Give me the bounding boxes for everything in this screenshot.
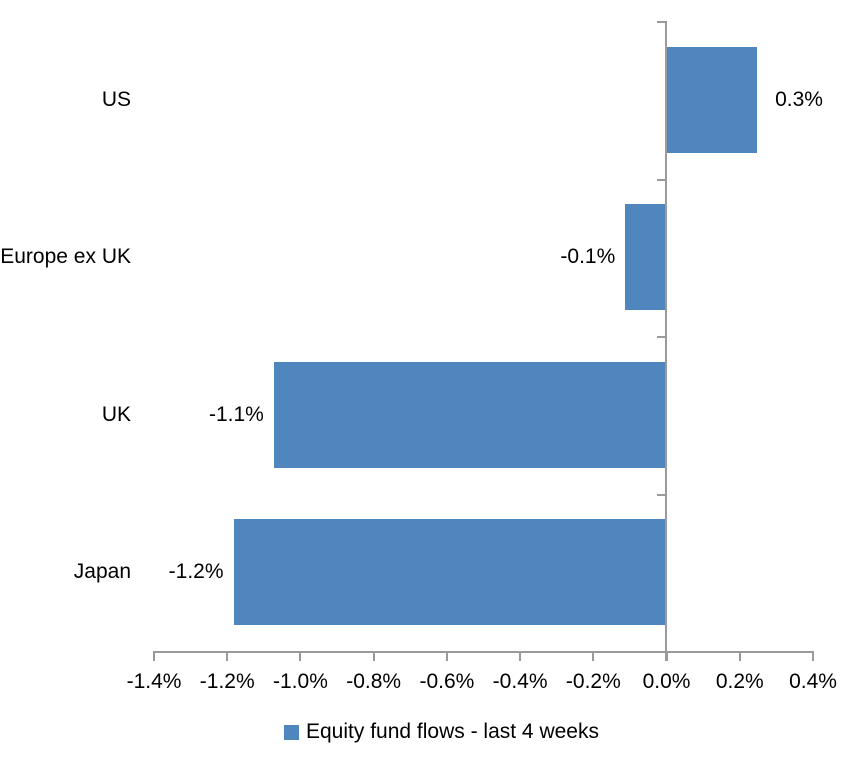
category-label-europe-ex-uk: Europe ex UK — [0, 245, 131, 269]
value-label-europe-ex-uk: -0.1% — [560, 245, 616, 269]
x-axis-tick-label: -1.4% — [126, 670, 182, 693]
category-label-uk: UK — [101, 402, 131, 426]
x-axis-tick-label: 0.4% — [789, 670, 837, 693]
legend-color-swatch — [284, 724, 299, 740]
x-axis-tick-mark — [519, 653, 521, 661]
bar-uk — [273, 361, 666, 468]
x-axis-tick-label: -1.2% — [199, 670, 255, 693]
x-axis-tick-label: 0.2% — [715, 670, 764, 693]
x-axis-tick-mark — [153, 653, 155, 661]
category-axis-tick-mark — [657, 494, 665, 496]
bar-us — [665, 46, 758, 153]
x-axis-tick-label: -1.0% — [273, 670, 328, 693]
legend-label: Equity fund flows - last 4 weeks — [306, 720, 599, 743]
category-label-japan: Japan — [73, 560, 131, 584]
x-axis-tick-label: -0.2% — [565, 670, 621, 693]
x-axis-tick-mark — [446, 653, 448, 661]
bar-europe-ex-uk — [625, 204, 666, 311]
x-axis-tick-label: -0.4% — [492, 670, 548, 693]
x-axis-tick-mark — [299, 653, 301, 661]
x-axis-tick-mark — [592, 653, 594, 661]
category-axis-tick-mark — [657, 179, 665, 181]
x-axis-tick-label: -0.8% — [346, 670, 402, 693]
value-label-us: 0.3% — [775, 87, 823, 111]
value-label-japan: -1.2% — [168, 560, 224, 584]
value-label-uk: -1.1% — [208, 402, 264, 426]
category-axis-tick-mark — [657, 336, 665, 338]
x-axis-tick-mark — [666, 653, 668, 661]
zero-baseline — [665, 21, 667, 661]
x-axis-line — [153, 651, 814, 653]
x-axis-tick-mark — [812, 653, 814, 661]
legend: Equity fund flows - last 4 weeks — [284, 720, 599, 744]
x-axis-tick-mark — [226, 653, 228, 661]
x-axis-tick-label: -0.6% — [419, 670, 475, 693]
category-label-us: US — [101, 87, 131, 111]
x-axis-tick-mark — [739, 653, 741, 661]
category-axis-tick-mark — [657, 21, 665, 23]
x-axis-tick-label: 0.0% — [642, 670, 691, 693]
x-axis-tick-mark — [373, 653, 375, 661]
bar-japan — [233, 519, 666, 626]
